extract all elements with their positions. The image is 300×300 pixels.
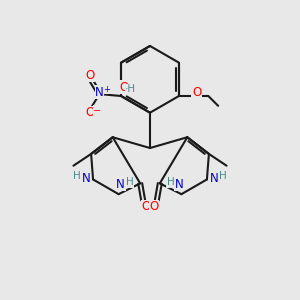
- Text: O: O: [149, 200, 159, 213]
- Text: N: N: [175, 178, 184, 191]
- Text: N: N: [95, 85, 104, 99]
- Text: −: −: [94, 106, 102, 116]
- Text: N: N: [209, 172, 218, 185]
- Text: N: N: [82, 172, 91, 185]
- Text: N: N: [116, 178, 125, 191]
- Text: H: H: [167, 177, 175, 188]
- Text: H: H: [125, 177, 133, 188]
- Text: O: O: [141, 200, 151, 213]
- Text: +: +: [103, 85, 110, 94]
- Text: H: H: [219, 172, 226, 182]
- Text: ·H: ·H: [125, 84, 136, 94]
- Text: O: O: [85, 69, 94, 82]
- Text: H: H: [74, 172, 81, 182]
- Text: O: O: [85, 106, 94, 119]
- Text: O: O: [119, 81, 129, 94]
- Text: O: O: [192, 85, 201, 99]
